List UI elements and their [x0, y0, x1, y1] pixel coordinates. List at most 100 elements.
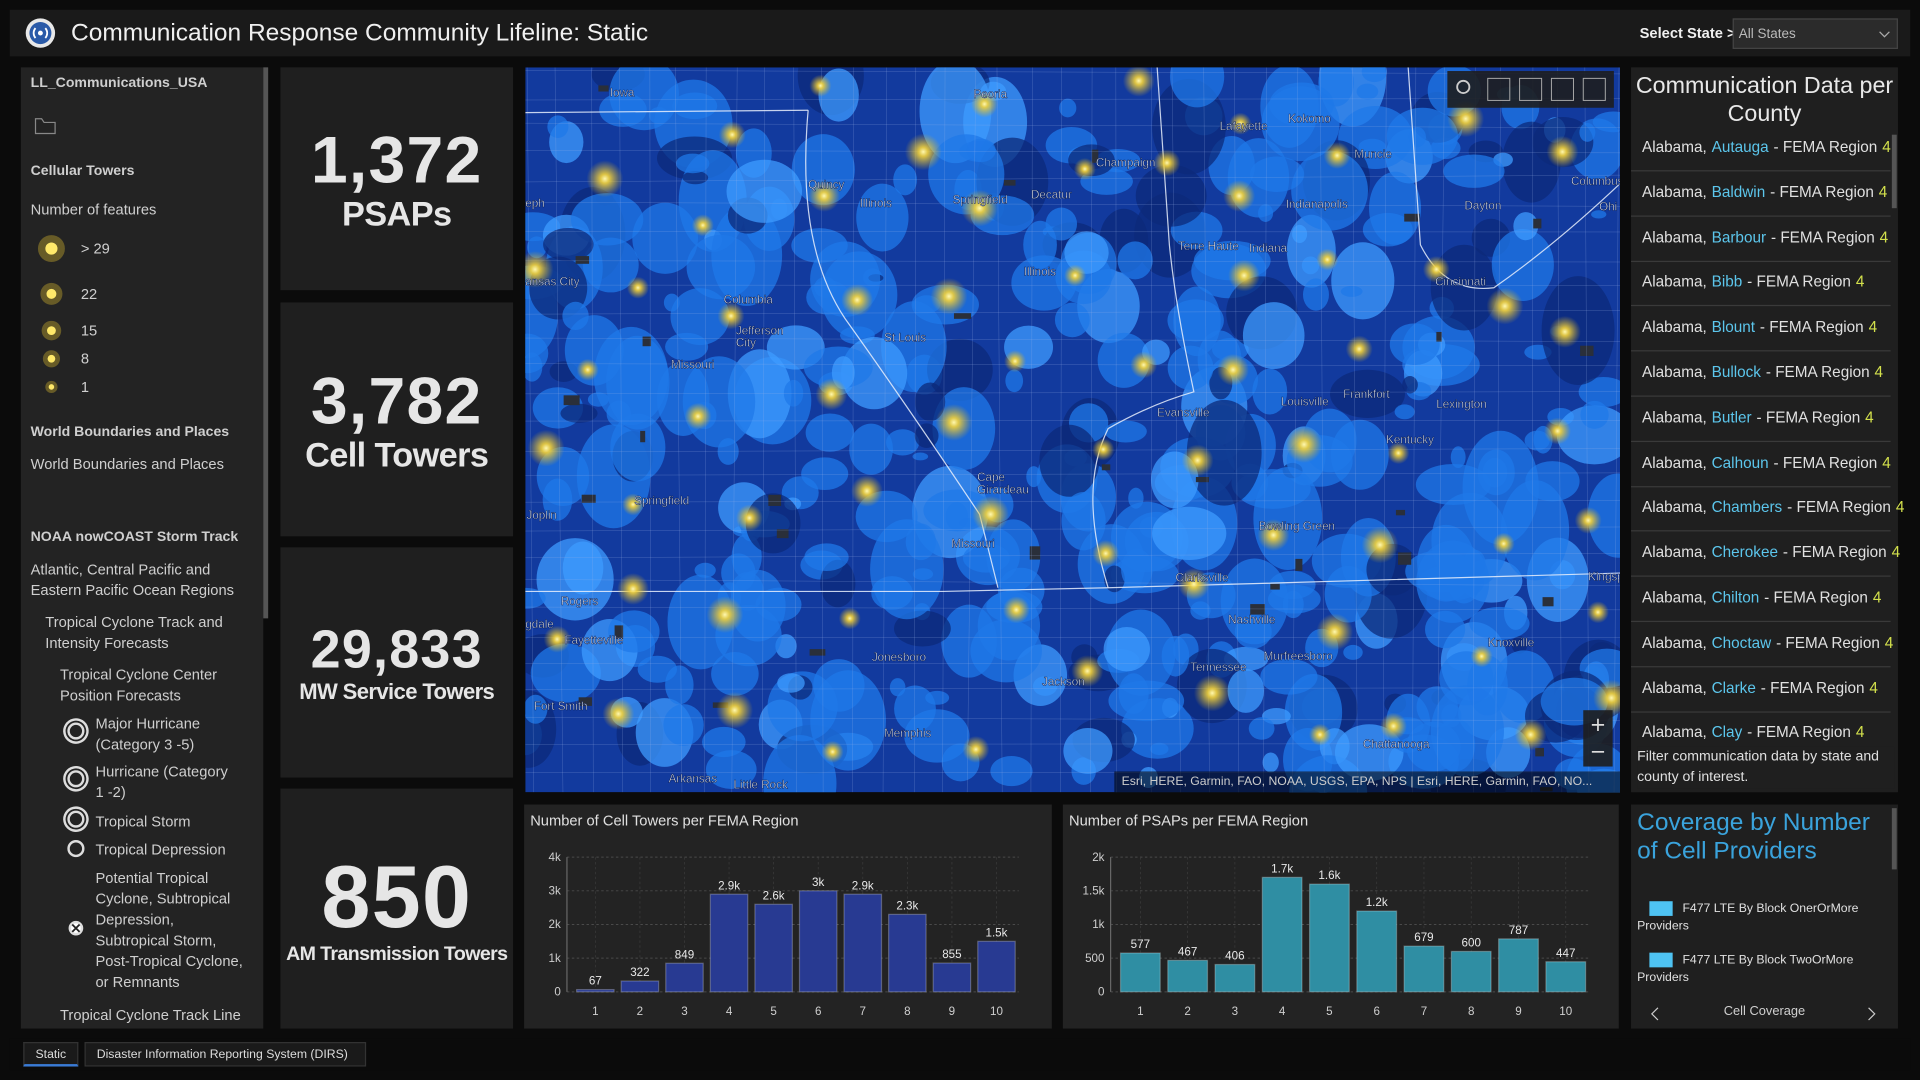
storm-cross [71, 923, 81, 933]
size-legend-label: 15 [80, 322, 98, 340]
no-coverage-area [1535, 747, 1544, 757]
map-label: Columbia [724, 294, 774, 307]
tower-cluster [1004, 350, 1027, 373]
storm-icon [63, 806, 89, 832]
map-label: Louisville [1281, 395, 1329, 408]
value-label: 1.5k [985, 926, 1007, 939]
x-tick-label: 4 [726, 1005, 733, 1018]
toolbar-button[interactable] [1487, 77, 1511, 101]
no-coverage-area [1404, 213, 1420, 222]
coverage-area [1402, 376, 1418, 394]
coverage-area [1302, 278, 1329, 311]
value-label: 322 [630, 966, 649, 979]
coverage-area [1252, 368, 1288, 415]
zoom-in[interactable] [1591, 718, 1605, 732]
tower-cluster [576, 358, 599, 381]
county-item[interactable]: Alabama, Butler - FEMA Region 4 [1642, 409, 1879, 426]
header-bar [9, 9, 1911, 57]
map-label: Kingsp [1588, 570, 1620, 583]
coverage-area [1005, 369, 1024, 393]
scrollbar[interactable] [1891, 134, 1897, 209]
tower-cluster [1586, 601, 1609, 624]
county-line [793, 67, 797, 793]
county-line [852, 67, 854, 793]
county-county: Calhoun [1711, 453, 1769, 471]
toolbar-button[interactable] [1550, 77, 1574, 101]
no-coverage-area [575, 256, 590, 264]
page-title: Communication Response Community Lifelin… [71, 19, 649, 47]
county-item[interactable]: Alabama, Barbour - FEMA Region 4 [1642, 228, 1893, 245]
coverage-area [1587, 473, 1621, 558]
map-label: Springfield [634, 494, 689, 507]
prev-arrow[interactable] [1650, 1007, 1659, 1021]
tower-cluster [1492, 532, 1515, 555]
tab[interactable]: Disaster Information Reporting System (D… [84, 1042, 367, 1067]
bar [798, 890, 838, 993]
coverage-area [675, 153, 710, 174]
tower-cluster [972, 495, 1009, 533]
county-item[interactable]: Alabama, Clarke - FEMA Region 4 [1642, 679, 1883, 696]
scrollbar[interactable] [263, 67, 269, 619]
county-line [525, 391, 1621, 395]
tower-cluster [1193, 674, 1231, 712]
map-label: Tennessee [1190, 661, 1246, 674]
county-item[interactable]: Alabama, Bullock - FEMA Region 4 [1642, 364, 1888, 381]
coverage-area [1135, 164, 1207, 227]
coverage-area [820, 559, 856, 608]
map-toolbar [1447, 71, 1614, 108]
county-item[interactable]: Alabama, Baldwin - FEMA Region 4 [1642, 183, 1892, 200]
coverage-area [849, 423, 893, 475]
tower-cluster [1447, 100, 1485, 138]
bar [1261, 876, 1303, 993]
indicator-card: 850 AM Transmission Towers [280, 788, 514, 1029]
map-label: Lexington [1436, 398, 1486, 411]
bar [888, 913, 927, 993]
coverage-area [1061, 492, 1106, 551]
map-label: Jonesboro [872, 651, 926, 664]
county-line [525, 717, 1621, 721]
point [47, 354, 56, 363]
county-line [525, 526, 1621, 532]
tower-cluster [527, 429, 565, 467]
state-select[interactable]: All States [1732, 18, 1898, 49]
county-line [675, 67, 683, 793]
coverage-area [970, 619, 1042, 683]
toolbar-button[interactable] [1519, 77, 1543, 101]
county-item[interactable]: Alabama, Clay - FEMA Region 4 [1642, 724, 1869, 741]
indicator-value: 3,782 [310, 364, 483, 438]
coverage-area [721, 553, 756, 593]
coverage-area [1054, 302, 1090, 338]
map-label: Jackson [1042, 676, 1085, 689]
map-label: Girardeau [977, 483, 1029, 496]
county-item[interactable]: Alabama, Blount - FEMA Region 4 [1642, 319, 1882, 336]
county-line [762, 67, 765, 793]
county-item[interactable]: Alabama, Bibb - FEMA Region 4 [1642, 274, 1869, 291]
x-tick-label: 8 [904, 1005, 910, 1018]
coverage-area [1291, 150, 1368, 231]
next-arrow[interactable] [1868, 1007, 1876, 1021]
bar [1545, 961, 1587, 993]
size-legend-symbol [37, 235, 65, 263]
county-item[interactable]: Alabama, Cherokee - FEMA Region 4 [1642, 544, 1905, 561]
county-line [525, 363, 1621, 366]
county-state: Alabama, [1642, 318, 1707, 336]
legend-label: F477 LTE By Block TwoOrMore Providers [1637, 953, 1854, 985]
county-region: 4 [1869, 679, 1878, 697]
county-item[interactable]: Alabama, Calhoun - FEMA Region 4 [1642, 454, 1896, 471]
coverage-area [1415, 463, 1491, 506]
county-item[interactable]: Alabama, Chambers - FEMA Region 4 [1642, 499, 1909, 516]
county-item[interactable]: Alabama, Autauga - FEMA Region 4 [1642, 138, 1896, 155]
storm-center [67, 722, 85, 740]
scrollbar[interactable] [1891, 808, 1897, 870]
no-coverage-area [1101, 464, 1111, 471]
value-label: 679 [1414, 931, 1433, 944]
coverage-area [915, 382, 946, 422]
coverage-area [1262, 752, 1279, 773]
map[interactable]: Iowa Peoria Lafayette Kokomo Muncie Columbus O… [525, 67, 1621, 793]
tab[interactable]: Static [23, 1042, 79, 1067]
county-item[interactable]: Alabama, Chilton - FEMA Region 4 [1642, 589, 1886, 606]
coverage-area [1362, 212, 1413, 247]
county-item[interactable]: Alabama, Choctaw - FEMA Region 4 [1642, 634, 1898, 651]
toolbar-button[interactable] [1582, 77, 1606, 101]
tower-cluster [1257, 519, 1290, 552]
